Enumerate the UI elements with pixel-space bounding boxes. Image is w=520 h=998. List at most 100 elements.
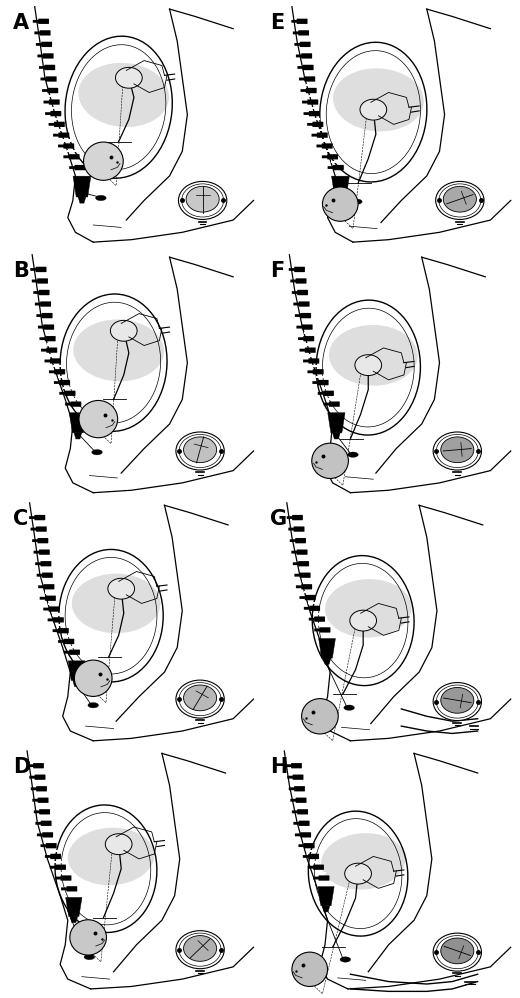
FancyBboxPatch shape [49,123,55,126]
FancyBboxPatch shape [35,774,45,779]
FancyBboxPatch shape [303,65,314,70]
FancyBboxPatch shape [293,822,300,824]
FancyBboxPatch shape [301,313,311,318]
Ellipse shape [96,196,106,201]
FancyBboxPatch shape [43,608,49,611]
Ellipse shape [176,931,224,969]
FancyBboxPatch shape [39,66,45,69]
FancyBboxPatch shape [292,810,298,813]
Ellipse shape [179,434,221,467]
Bar [36,781,45,784]
Bar [40,545,48,548]
FancyBboxPatch shape [45,112,51,115]
FancyBboxPatch shape [299,820,309,826]
Bar [64,882,73,884]
Polygon shape [66,897,82,916]
FancyBboxPatch shape [300,596,306,599]
FancyBboxPatch shape [291,20,297,23]
Bar [43,49,52,51]
Polygon shape [328,413,345,433]
FancyBboxPatch shape [296,586,302,588]
Bar [48,84,56,86]
FancyBboxPatch shape [49,100,60,105]
Bar [312,118,320,120]
Bar [62,635,70,637]
Circle shape [74,660,112,697]
FancyBboxPatch shape [36,266,46,272]
Circle shape [70,920,107,955]
Bar [302,580,310,582]
Bar [300,568,309,571]
FancyBboxPatch shape [58,133,69,138]
FancyBboxPatch shape [50,854,61,859]
Ellipse shape [444,187,476,213]
Ellipse shape [433,432,482,470]
FancyBboxPatch shape [317,145,322,148]
FancyBboxPatch shape [309,111,320,116]
FancyBboxPatch shape [298,30,309,36]
Bar [307,850,316,852]
Bar [301,308,309,311]
FancyBboxPatch shape [41,561,51,566]
Bar [294,522,303,524]
FancyBboxPatch shape [298,561,309,566]
Polygon shape [318,886,334,906]
FancyBboxPatch shape [289,528,294,531]
Polygon shape [78,197,86,204]
FancyBboxPatch shape [291,763,302,768]
FancyBboxPatch shape [64,391,75,396]
FancyBboxPatch shape [37,833,43,836]
Bar [320,140,329,142]
Bar [49,354,58,356]
FancyBboxPatch shape [38,586,44,588]
FancyBboxPatch shape [63,144,74,149]
FancyBboxPatch shape [307,370,314,373]
Bar [52,614,60,616]
FancyBboxPatch shape [301,53,312,59]
Ellipse shape [360,99,387,120]
FancyBboxPatch shape [294,786,305,791]
FancyBboxPatch shape [293,562,299,565]
Ellipse shape [84,954,95,960]
Ellipse shape [184,685,217,711]
FancyBboxPatch shape [46,77,57,82]
FancyBboxPatch shape [313,369,323,374]
Bar [47,343,55,345]
Ellipse shape [110,320,137,341]
FancyBboxPatch shape [329,401,340,407]
FancyBboxPatch shape [39,550,50,555]
FancyBboxPatch shape [323,391,334,396]
FancyBboxPatch shape [294,574,301,577]
Bar [38,793,47,795]
Ellipse shape [352,199,362,205]
Text: F: F [270,260,284,280]
Polygon shape [336,197,344,204]
FancyBboxPatch shape [43,53,54,59]
Bar [312,860,320,863]
FancyBboxPatch shape [307,100,318,105]
FancyBboxPatch shape [286,764,292,767]
Polygon shape [70,916,77,923]
Bar [41,557,49,559]
Bar [299,816,308,818]
Ellipse shape [436,935,478,969]
FancyBboxPatch shape [36,43,42,46]
FancyBboxPatch shape [297,66,304,69]
FancyBboxPatch shape [290,799,296,801]
Bar [313,613,321,615]
Bar [295,534,304,536]
Bar [42,308,51,311]
FancyBboxPatch shape [318,380,329,385]
Ellipse shape [179,683,221,716]
FancyBboxPatch shape [35,562,41,565]
Bar [46,72,55,74]
FancyBboxPatch shape [291,551,297,554]
Bar [58,376,67,378]
Bar [298,557,307,559]
Circle shape [79,400,118,438]
Ellipse shape [439,184,481,217]
FancyBboxPatch shape [31,787,37,790]
FancyBboxPatch shape [61,875,71,880]
Polygon shape [68,661,85,681]
FancyBboxPatch shape [29,516,35,519]
